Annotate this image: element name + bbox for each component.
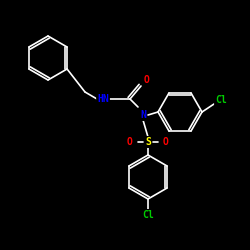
Text: Cl: Cl <box>142 210 154 220</box>
Text: O: O <box>127 137 133 147</box>
Text: Cl: Cl <box>215 95 227 105</box>
Text: S: S <box>145 137 151 147</box>
Text: HN: HN <box>97 94 109 104</box>
Text: O: O <box>144 75 150 85</box>
Text: O: O <box>163 137 169 147</box>
Text: N: N <box>140 110 146 120</box>
